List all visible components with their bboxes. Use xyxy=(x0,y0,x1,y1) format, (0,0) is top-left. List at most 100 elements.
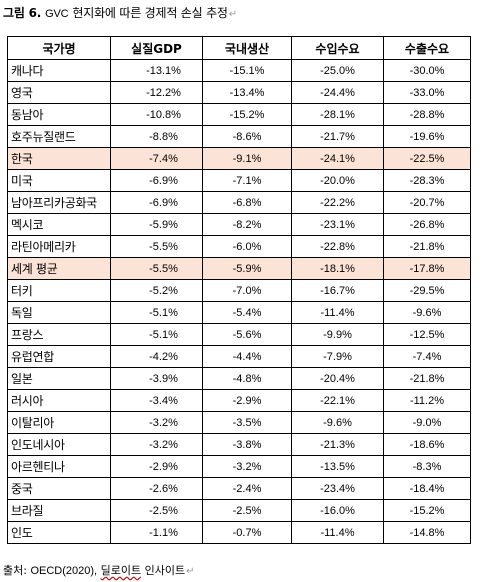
value-cell: -7.4% xyxy=(110,147,203,170)
value-cell: -3.8% xyxy=(202,433,292,456)
value-cell: -5.4% xyxy=(202,301,292,324)
header-domestic-production: 국내생산 xyxy=(202,36,292,60)
table-row: 브라질 -2.5% -2.5% -16.0% -15.2% xyxy=(7,499,471,522)
value-cell: -12.2% xyxy=(110,81,203,104)
value-cell: -5.1% xyxy=(110,301,203,324)
table-row: 일본 -3.9% -4.8% -20.4% -21.8% xyxy=(7,367,471,390)
value-cell: -21.3% xyxy=(291,433,384,456)
value-cell: -9.1% xyxy=(202,147,292,170)
value-cell: -6.9% xyxy=(110,169,203,192)
country-name-cell: 세계 평균 xyxy=(7,257,111,280)
value-cell: -8.2% xyxy=(202,213,292,236)
country-name-cell: 브라질 xyxy=(7,499,111,522)
country-name-cell: 독일 xyxy=(7,301,111,324)
value-cell: -5.9% xyxy=(202,257,292,280)
country-name-cell: 프랑스 xyxy=(7,323,111,346)
country-name-cell: 라틴아메리카 xyxy=(7,235,111,258)
caption-title: 현지화에 따른 경제적 손실 추정 xyxy=(72,6,228,20)
country-name-cell: 미국 xyxy=(7,169,111,192)
country-name-cell: 이탈리아 xyxy=(7,411,111,434)
value-cell: -2.9% xyxy=(202,389,292,412)
value-cell: -2.4% xyxy=(202,477,292,500)
value-cell: -14.8% xyxy=(383,521,471,544)
value-cell: -9.6% xyxy=(383,301,471,324)
value-cell: -15.2% xyxy=(383,499,471,522)
value-cell: -23.4% xyxy=(291,477,384,500)
source-firm: 딜로이트 xyxy=(100,564,142,577)
value-cell: -8.3% xyxy=(383,455,471,478)
value-cell: -4.4% xyxy=(202,345,292,368)
value-cell: -21.7% xyxy=(291,125,384,148)
value-cell: -20.0% xyxy=(291,169,384,192)
paragraph-mark-icon: ↵ xyxy=(186,566,195,577)
table-row: 호주뉴질랜드 -8.8% -8.6% -21.7% -19.6% xyxy=(7,125,471,148)
table-row: 러시아 -3.4% -2.9% -22.1% -11.2% xyxy=(7,389,471,412)
value-cell: -7.0% xyxy=(202,279,292,302)
value-cell: -18.6% xyxy=(383,433,471,456)
value-cell: -7.1% xyxy=(202,169,292,192)
value-cell: -13.1% xyxy=(110,59,203,82)
value-cell: -28.8% xyxy=(383,103,471,126)
value-cell: -7.4% xyxy=(383,345,471,368)
table-row: 유럽연합 -4.2% -4.4% -7.9% -7.4% xyxy=(7,345,471,368)
value-cell: -8.6% xyxy=(202,125,292,148)
value-cell: -13.5% xyxy=(291,455,384,478)
value-cell: -30.0% xyxy=(383,59,471,82)
country-name-cell: 터키 xyxy=(7,279,111,302)
value-cell: -3.2% xyxy=(110,433,203,456)
table-row: 중국 -2.6% -2.4% -23.4% -18.4% xyxy=(7,477,471,500)
table-row: 인도네시아 -3.2% -3.8% -21.3% -18.6% xyxy=(7,433,471,456)
table-row: 캐나다 -13.1% -15.1% -25.0% -30.0% xyxy=(7,59,471,82)
country-name-cell: 아르헨티나 xyxy=(7,455,111,478)
value-cell: -23.1% xyxy=(291,213,384,236)
table-row: 인도 -1.1% -0.7% -11.4% -14.8% xyxy=(7,521,471,544)
value-cell: -4.8% xyxy=(202,367,292,390)
value-cell: -10.8% xyxy=(110,103,203,126)
value-cell: -15.2% xyxy=(202,103,292,126)
value-cell: -5.2% xyxy=(110,279,203,302)
value-cell: -9.9% xyxy=(291,323,384,346)
value-cell: -11.4% xyxy=(291,521,384,544)
table-row: 남아프리카공화국 -6.9% -6.8% -22.2% -20.7% xyxy=(7,191,471,214)
caption-prefix: 그림 6. xyxy=(3,6,42,20)
country-name-cell: 인도 xyxy=(7,521,111,544)
value-cell: -3.4% xyxy=(110,389,203,412)
value-cell: -26.8% xyxy=(383,213,471,236)
figure-caption: 그림 6. GVC 현지화에 따른 경제적 손실 추정↵ xyxy=(3,4,237,21)
header-real-gdp: 실질GDP xyxy=(110,36,203,60)
value-cell: -33.0% xyxy=(383,81,471,104)
paragraph-mark-icon: ↵ xyxy=(228,9,237,20)
value-cell: -16.0% xyxy=(291,499,384,522)
value-cell: -28.1% xyxy=(291,103,384,126)
country-name-cell: 인도네시아 xyxy=(7,433,111,456)
value-cell: -5.5% xyxy=(110,257,203,280)
country-name-cell: 러시아 xyxy=(7,389,111,412)
value-cell: -22.5% xyxy=(383,147,471,170)
value-cell: -4.2% xyxy=(110,345,203,368)
country-name-cell: 남아프리카공화국 xyxy=(7,191,111,214)
value-cell: -0.7% xyxy=(202,521,292,544)
value-cell: -20.7% xyxy=(383,191,471,214)
value-cell: -22.8% xyxy=(291,235,384,258)
value-cell: -11.2% xyxy=(383,389,471,412)
table-row: 동남아 -10.8% -15.2% -28.1% -28.8% xyxy=(7,103,471,126)
country-name-cell: 중국 xyxy=(7,477,111,500)
table-row: 프랑스 -5.1% -5.6% -9.9% -12.5% xyxy=(7,323,471,346)
value-cell: -5.6% xyxy=(202,323,292,346)
value-cell: -21.8% xyxy=(383,235,471,258)
value-cell: -12.5% xyxy=(383,323,471,346)
value-cell: -3.9% xyxy=(110,367,203,390)
value-cell: -5.5% xyxy=(110,235,203,258)
table-row: 터키 -5.2% -7.0% -16.7% -29.5% xyxy=(7,279,471,302)
country-name-cell: 동남아 xyxy=(7,103,111,126)
economic-loss-table: 국가명 실질GDP 국내생산 수입수요 수출수요 캐나다 -13.1% -15.1%… xyxy=(7,36,471,544)
table-body: 캐나다 -13.1% -15.1% -25.0% -30.0% 영국 -12.2% -13.4… xyxy=(7,59,471,544)
table-row: 세계 평균 -5.5% -5.9% -18.1% -17.8% xyxy=(7,257,471,280)
value-cell: -2.5% xyxy=(110,499,203,522)
value-cell: -24.1% xyxy=(291,147,384,170)
table-row: 이탈리아 -3.2% -3.5% -9.6% -9.0% xyxy=(7,411,471,434)
value-cell: -11.4% xyxy=(291,301,384,324)
table-row: 아르헨티나 -2.9% -3.2% -13.5% -8.3% xyxy=(7,455,471,478)
value-cell: -1.1% xyxy=(110,521,203,544)
table-row: 독일 -5.1% -5.4% -11.4% -9.6% xyxy=(7,301,471,324)
